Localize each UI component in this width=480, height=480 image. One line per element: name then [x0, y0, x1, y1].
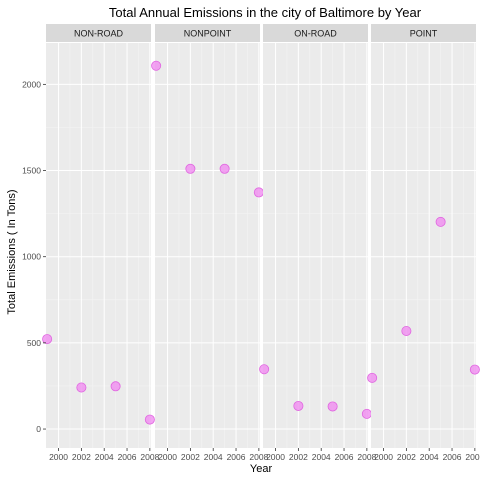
x-tick-label: 2008: [249, 452, 268, 462]
facet-strip-label: ON-ROAD: [294, 29, 337, 39]
data-point: [151, 60, 162, 71]
facet-panel-nonpoint: NONPOINT 2000 2002 2004 2006 2008: [151, 24, 269, 462]
x-tick-label: 2008: [357, 452, 376, 462]
facet-panel-non-road: NON-ROAD 2000 2002 2004 2006 2008: [42, 24, 160, 462]
x-tick-label: 2006: [227, 452, 246, 462]
x-tick-label: 2008: [465, 452, 480, 462]
y-tick-label: 0: [36, 424, 41, 434]
x-tick-label: 2006: [118, 452, 137, 462]
x-tick-label: 2002: [72, 452, 91, 462]
x-tick-label: 2004: [204, 452, 223, 462]
data-point: [76, 382, 87, 393]
data-point: [185, 163, 196, 174]
data-point: [259, 364, 270, 375]
facet-strip: [155, 24, 260, 42]
facet-strip-label: POINT: [410, 29, 438, 39]
data-point: [110, 381, 121, 392]
facet-strip-label: NON-ROAD: [74, 29, 123, 39]
x-axis-title: Year: [250, 463, 273, 475]
facet-strip-label: NONPOINT: [184, 29, 232, 39]
x-tick-label: 2002: [289, 452, 308, 462]
panel-background: [155, 43, 260, 448]
x-tick-label: 2000: [374, 452, 393, 462]
x-tick-label: 2006: [443, 452, 462, 462]
y-tick-label: 1500: [22, 166, 41, 176]
data-point: [42, 334, 53, 345]
facet-panel-on-road: ON-ROAD 2000 2002 2004 2006 2008: [259, 24, 377, 462]
x-tick-label: 2000: [158, 452, 177, 462]
data-point: [469, 364, 480, 375]
facet-strip: [371, 24, 476, 42]
panel-background: [46, 43, 151, 448]
x-tick-label: 2008: [140, 452, 159, 462]
x-tick-label: 2000: [266, 452, 285, 462]
y-tick-label: 500: [27, 338, 41, 348]
facet-strip: [46, 24, 151, 42]
y-tick-label: 2000: [22, 79, 41, 89]
data-point: [144, 414, 155, 425]
data-point: [401, 325, 412, 336]
x-tick-label: 2000: [49, 452, 68, 462]
data-point: [293, 400, 304, 411]
data-point: [361, 408, 372, 419]
data-point: [253, 187, 264, 198]
y-axis: 0 500 1000 1500 2000: [22, 79, 46, 434]
panel-background: [263, 43, 368, 448]
panel-background: [371, 43, 476, 448]
x-tick-label: 2004: [312, 452, 331, 462]
data-point: [219, 163, 230, 174]
facet-strip: [263, 24, 368, 42]
data-point: [435, 216, 446, 227]
data-point: [327, 401, 338, 412]
y-tick-label: 1000: [22, 252, 41, 262]
x-tick-label: 2004: [95, 452, 114, 462]
x-tick-label: 2006: [335, 452, 354, 462]
x-tick-label: 2002: [181, 452, 200, 462]
chart-title: Total Annual Emissions in the city of Ba…: [109, 5, 422, 20]
data-point: [367, 372, 378, 383]
x-tick-label: 2002: [397, 452, 416, 462]
x-tick-label: 2004: [420, 452, 439, 462]
y-axis-title: Total Emissions ( In Tons): [6, 189, 18, 314]
